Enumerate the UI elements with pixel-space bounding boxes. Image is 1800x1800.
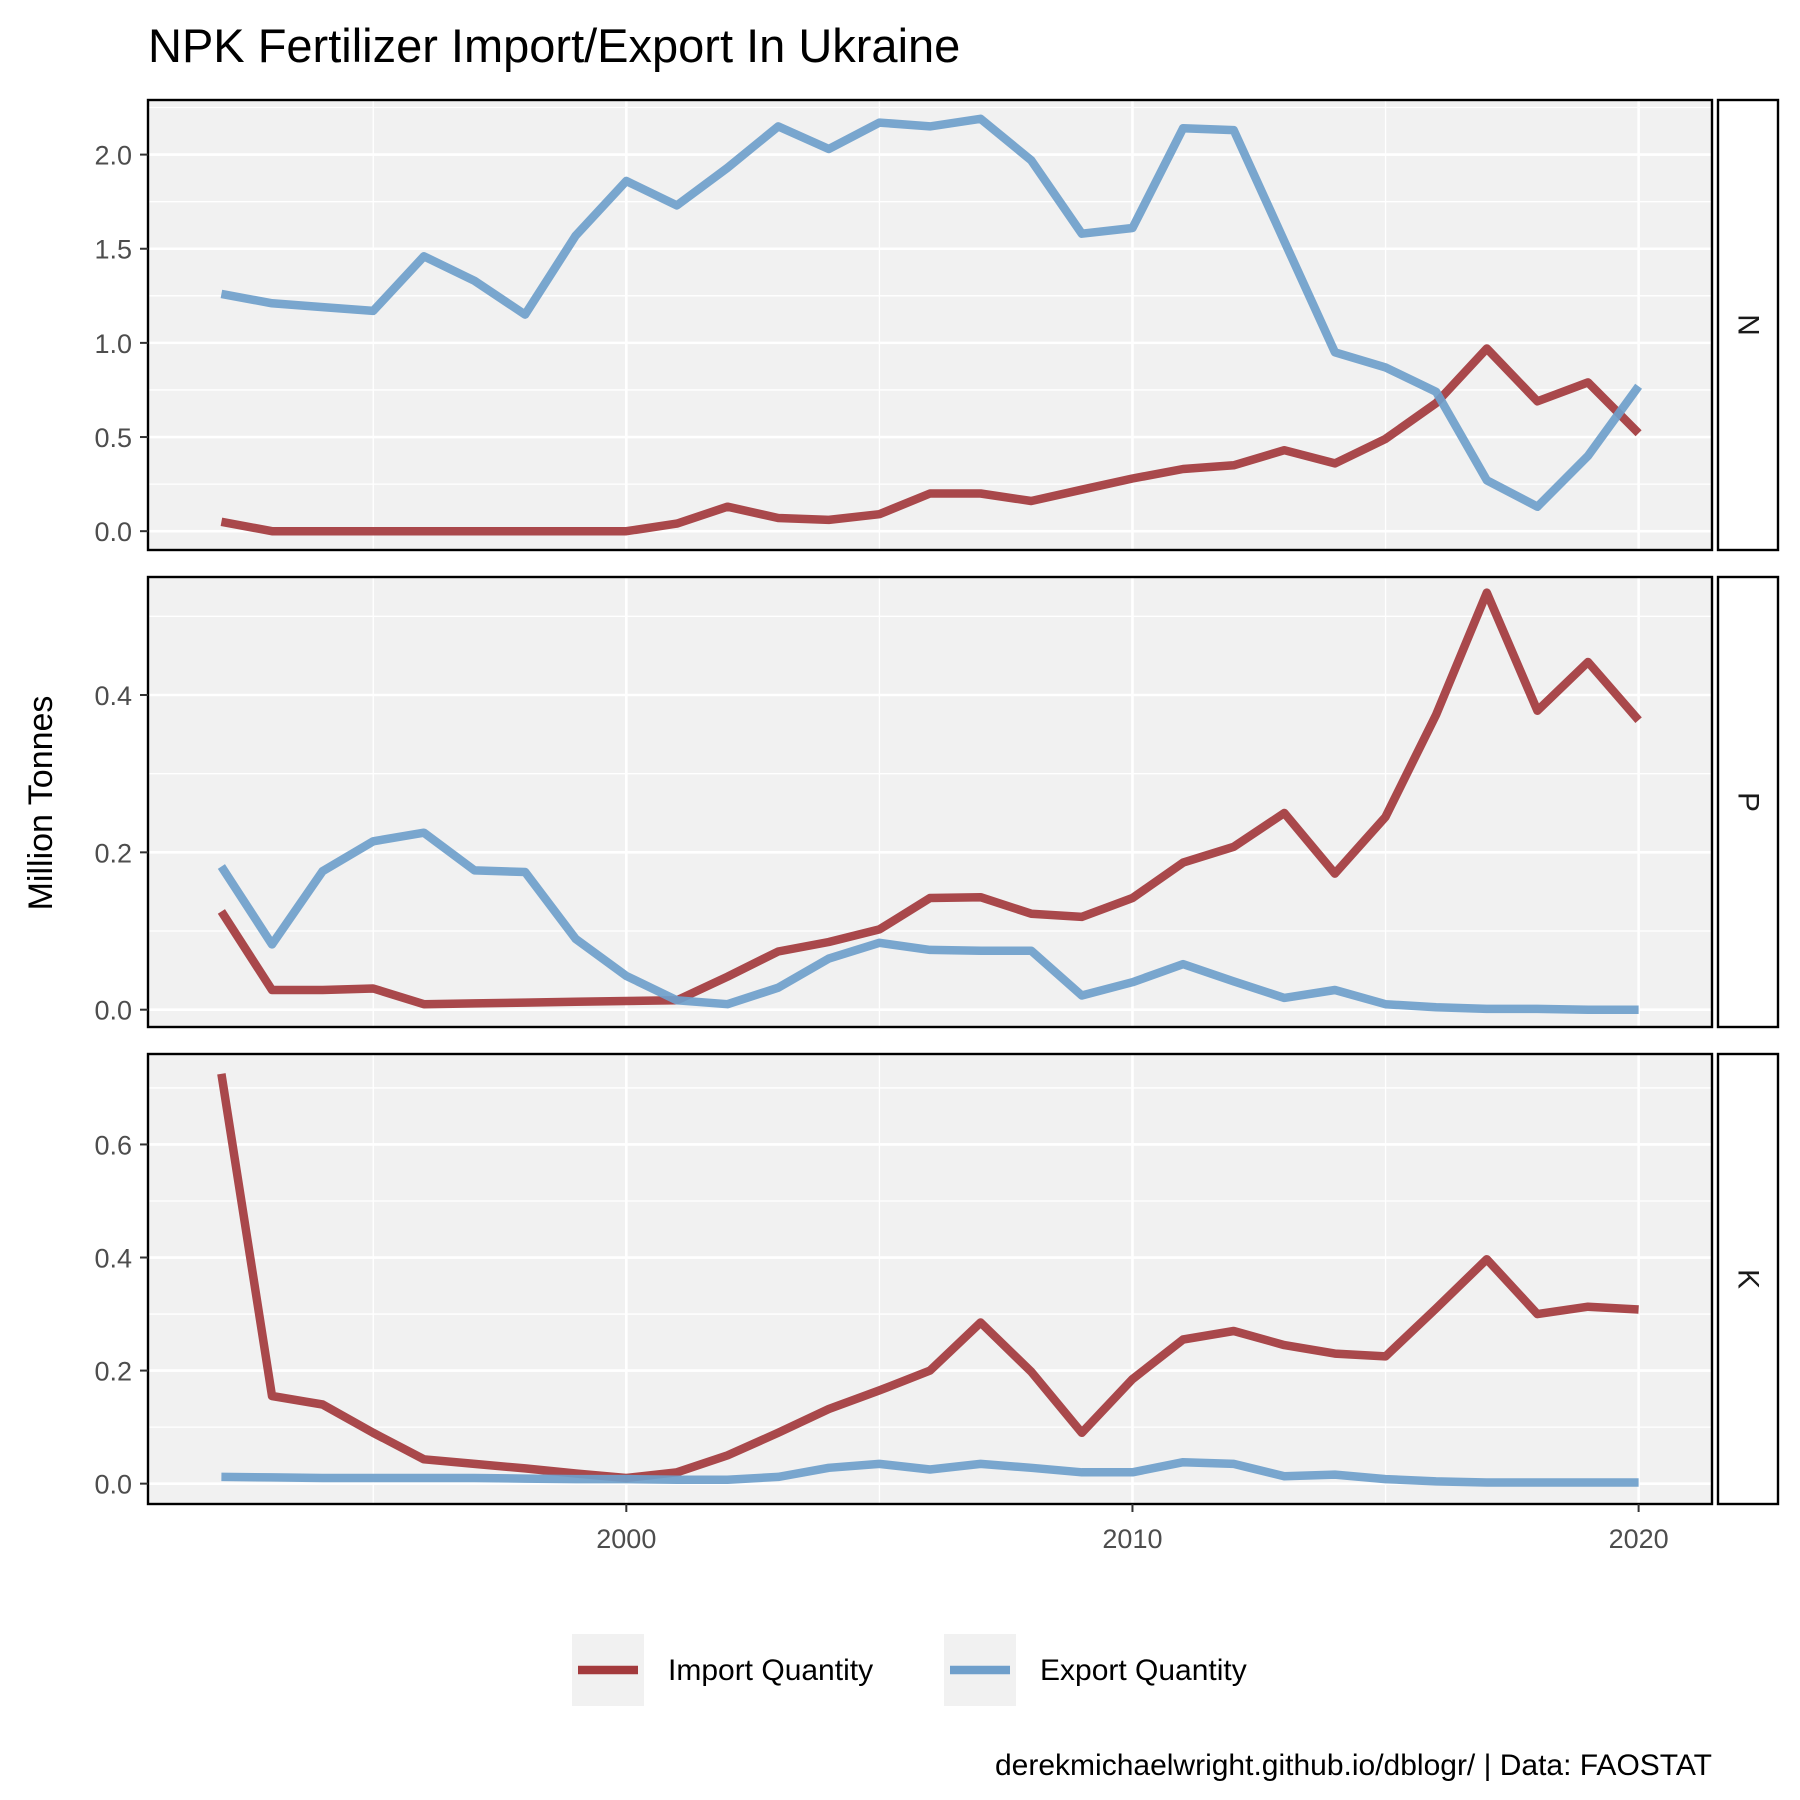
chart-title: NPK Fertilizer Import/Export In Ukraine	[148, 19, 960, 72]
y-tick-label: 0.0	[94, 996, 132, 1026]
facet-panel-k: 0.0 0.2 0.4 0.6 K	[94, 1052, 1780, 1506]
facet-strip-label: K	[1732, 1269, 1765, 1289]
y-tick-label: 2.0	[94, 141, 132, 171]
y-tick-label: 0.0	[94, 1470, 132, 1500]
panel-border	[146, 575, 1714, 1029]
facet-strip-label: N	[1732, 314, 1765, 336]
facet-strip	[1716, 575, 1780, 1029]
series-line-export-n	[220, 114, 1643, 511]
y-tick-label: 0.0	[94, 517, 132, 547]
facet-strip-label: P	[1732, 792, 1765, 812]
facet-strip	[1716, 98, 1780, 552]
series-line-import-p	[217, 588, 1642, 1009]
caption: derekmichaelwright.github.io/dblogr/ | D…	[995, 1749, 1712, 1782]
legend: Import Quantity Export Quantity	[572, 1634, 1247, 1706]
panel-background	[148, 1054, 1712, 1504]
legend-item-export: Export Quantity	[944, 1634, 1247, 1706]
series-line-import-k	[217, 1073, 1639, 1483]
y-axis-label: Million Tonnes	[22, 696, 60, 911]
y-tick-label: 1.5	[94, 235, 132, 265]
legend-item-import: Import Quantity	[572, 1634, 873, 1706]
panel-border	[146, 98, 1714, 552]
series-line-export-p	[217, 828, 1639, 1014]
facet-strip	[1716, 1052, 1780, 1506]
legend-label: Import Quantity	[668, 1654, 873, 1687]
x-axis: 2000 2010 2020	[596, 1504, 1669, 1554]
y-tick-label: 0.2	[94, 838, 132, 868]
y-tick-label: 0.4	[94, 1244, 132, 1274]
panel-background	[148, 577, 1712, 1027]
y-tick-label: 0.6	[94, 1130, 132, 1160]
y-tick-label: 0.5	[94, 423, 132, 453]
facet-panels: 0.0 0.5 1.0 1.5 2.0 N 0.0 0.2 0.4 P 0.0 0.2 0.4 0.6 K	[94, 98, 1780, 1506]
legend-label: Export Quantity	[1040, 1654, 1247, 1687]
panel-border	[146, 1052, 1714, 1506]
x-tick-label: 2010	[1102, 1524, 1162, 1554]
series-line-export-k	[221, 1457, 1639, 1487]
y-tick-label: 0.2	[94, 1357, 132, 1387]
y-tick-label: 0.4	[94, 681, 132, 711]
x-tick-label: 2020	[1609, 1524, 1669, 1554]
y-tick-label: 1.0	[94, 329, 132, 359]
x-tick-label: 2000	[596, 1524, 656, 1554]
panel-background	[148, 100, 1712, 550]
facet-panel-n: 0.0 0.5 1.0 1.5 2.0 N	[94, 98, 1780, 552]
series-line-import-n	[220, 344, 1642, 536]
facet-panel-p: 0.0 0.2 0.4 P	[94, 575, 1780, 1029]
